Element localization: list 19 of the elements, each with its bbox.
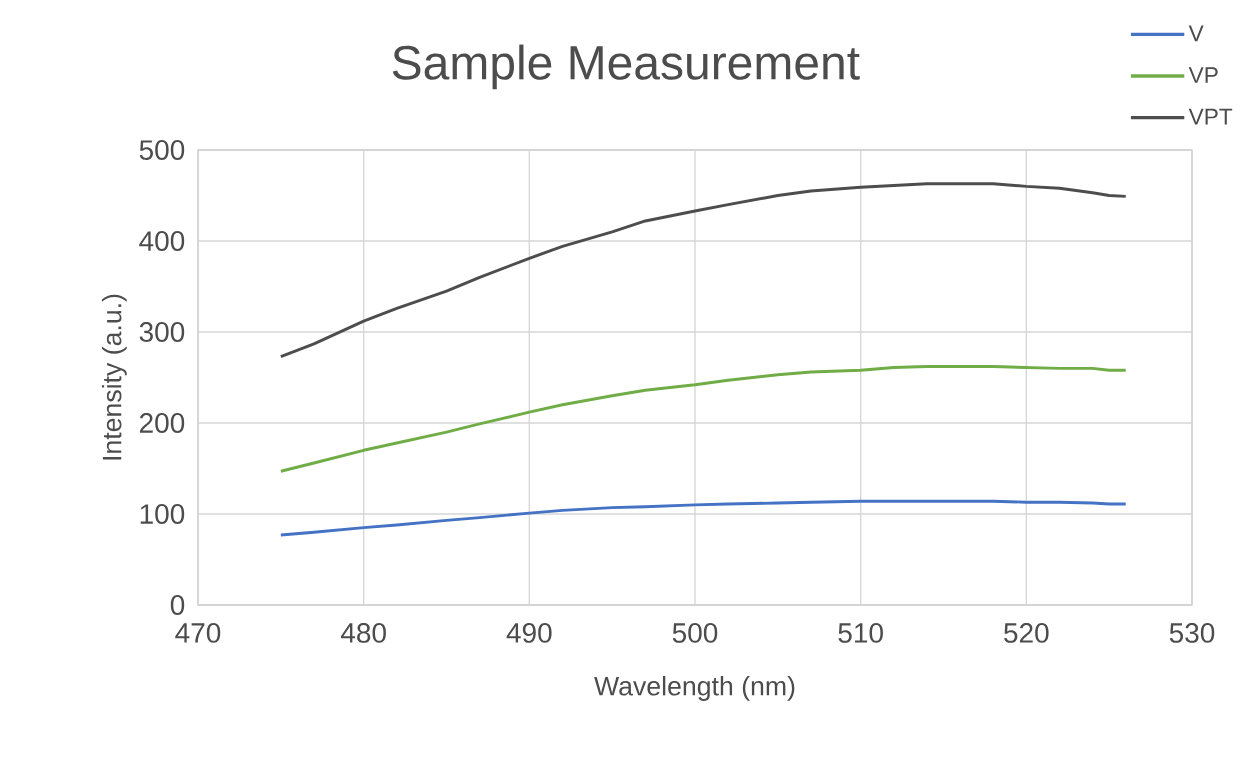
x-tick-label: 530 <box>1169 623 1215 643</box>
x-tick-label: 500 <box>672 623 718 643</box>
x-tick-label: 470 <box>175 623 221 643</box>
legend-label: VPT <box>1188 108 1233 125</box>
y-tick-label: 0 <box>170 595 185 615</box>
y-tick-label: 300 <box>139 322 185 342</box>
y-axis-title: Intensity (a.u.) <box>101 294 127 460</box>
y-tick-label: 200 <box>139 413 185 433</box>
legend-label: VP <box>1188 67 1218 83</box>
x-tick-label: 520 <box>1004 623 1049 643</box>
y-tick-label: 100 <box>140 504 185 524</box>
y-tick-label: 400 <box>139 231 185 251</box>
x-axis-title: Wavelength (nm) <box>594 676 795 701</box>
chart-title: Sample Measurement <box>392 44 860 90</box>
y-tick-label: 500 <box>139 140 185 160</box>
x-tick-label: 480 <box>340 623 386 643</box>
x-tick-label: 510 <box>838 623 883 643</box>
legend-label: V <box>1188 25 1204 42</box>
x-tick-label: 490 <box>506 623 552 643</box>
